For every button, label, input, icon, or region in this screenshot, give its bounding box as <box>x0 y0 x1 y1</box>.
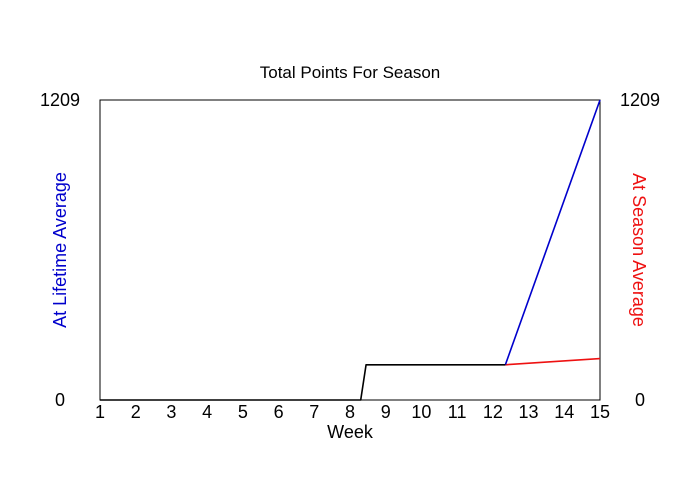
x-tick-label: 11 <box>448 402 467 422</box>
x-tick-label: 3 <box>166 402 176 422</box>
x-tick-label: 5 <box>238 402 248 422</box>
series-line-lifetime <box>504 99 601 366</box>
x-axis-label: Week <box>327 422 374 442</box>
x-tick-label: 10 <box>411 402 431 422</box>
series-line-season <box>505 357 601 366</box>
x-tick-label: 6 <box>274 402 284 422</box>
series-line-actual <box>100 363 506 401</box>
x-tick-label: 12 <box>483 402 503 422</box>
x-tick-label: 13 <box>519 402 539 422</box>
right-y-axis-label: At Season Average <box>629 173 649 327</box>
x-tick-label: 14 <box>554 402 574 422</box>
x-tick-label: 2 <box>131 402 141 422</box>
chart-title: Total Points For Season <box>260 63 440 82</box>
plot-area-frame <box>99 99 601 401</box>
x-tick-label: 9 <box>381 402 391 422</box>
x-tick-label: 8 <box>345 402 355 422</box>
left-y-tick-label: 0 <box>55 390 65 410</box>
right-y-tick-label: 1209 <box>620 90 660 110</box>
x-tick-label: 15 <box>590 402 610 422</box>
left-y-axis-label: At Lifetime Average <box>50 172 70 328</box>
series-layer <box>100 99 601 401</box>
x-tick-label: 1 <box>95 402 105 422</box>
x-tick-label: 7 <box>309 402 319 422</box>
x-tick-label: 4 <box>202 402 212 422</box>
right-y-tick-label: 0 <box>635 390 645 410</box>
left-y-tick-label: 1209 <box>40 90 80 110</box>
